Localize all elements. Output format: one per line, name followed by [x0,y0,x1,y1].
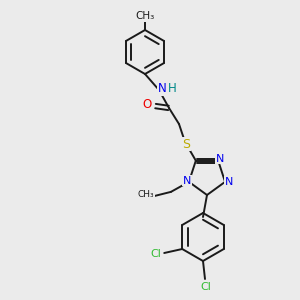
Text: CH₃: CH₃ [138,190,154,200]
Text: Cl: Cl [151,249,162,259]
Text: N: N [158,82,166,95]
Text: CH₃: CH₃ [135,11,154,21]
Text: N: N [225,177,233,187]
Text: H: H [168,82,176,95]
Text: S: S [182,137,190,151]
Text: Cl: Cl [201,282,212,292]
Text: O: O [142,98,152,112]
Text: N: N [183,176,191,186]
Text: N: N [216,154,224,164]
